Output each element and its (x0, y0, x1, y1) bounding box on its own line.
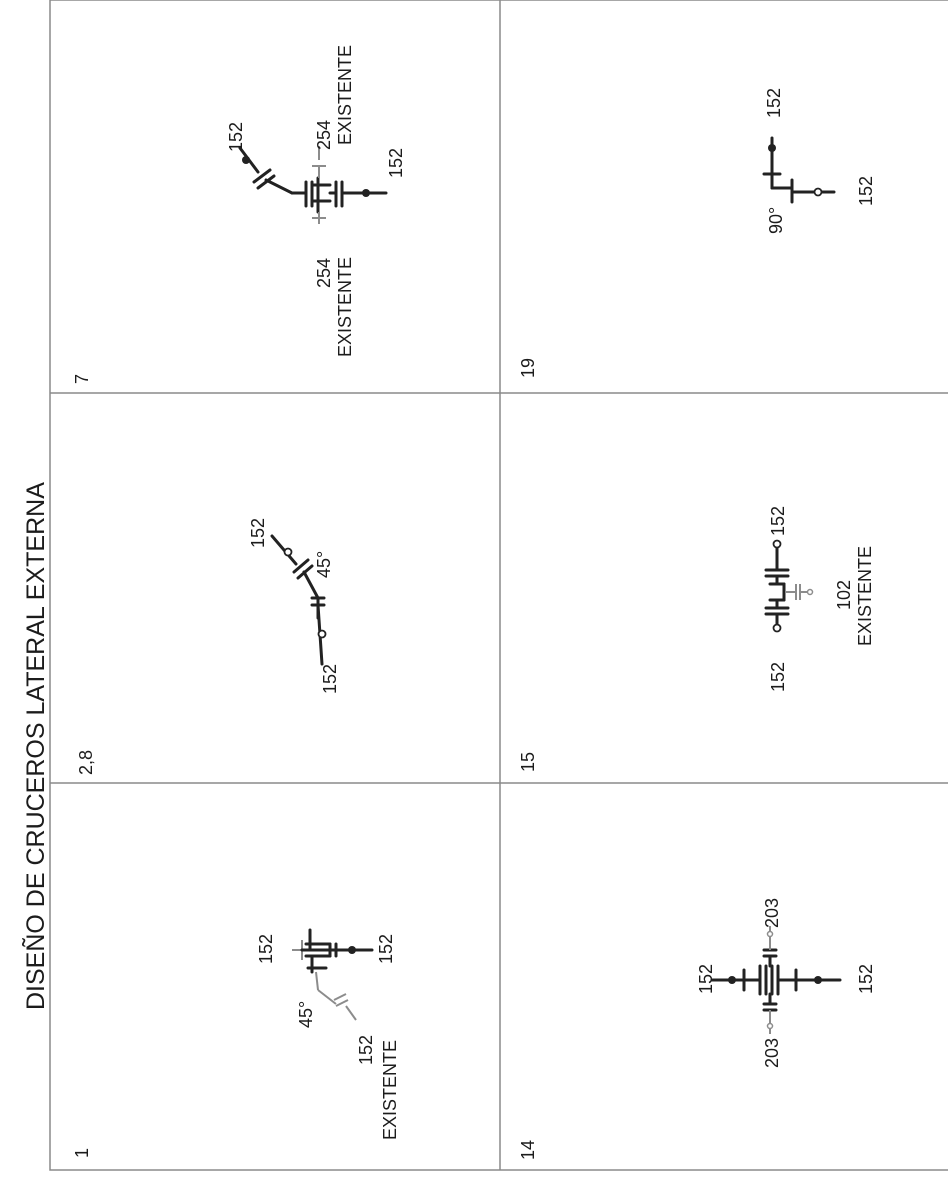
existente-label: EXISTENTE (335, 257, 355, 357)
cell-14: 14 152 203 203 152 (518, 898, 876, 1160)
pipe-label: 152 (226, 122, 246, 152)
angle-label: 90° (766, 207, 786, 234)
cell-1: 1 152 152 45° 152 EXISTENTE (72, 928, 400, 1158)
pipe-label: 152 (696, 964, 716, 994)
pipe-label: 152 (356, 1035, 376, 1065)
pipe-label: 152 (386, 148, 406, 178)
pipe-label: 152 (256, 934, 276, 964)
cell-number: 15 (518, 752, 538, 772)
pipe-label: 152 (856, 964, 876, 994)
pipe-label: 254 (314, 258, 334, 288)
crucero-diagram-15 (764, 539, 814, 633)
pipe-label: 254 (314, 120, 334, 150)
cell-2-8: 2,8 152 45° 152 (76, 518, 340, 775)
cell-number: 14 (518, 1140, 538, 1160)
angle-label: 45° (296, 1001, 316, 1028)
crucero-diagram-14 (710, 926, 842, 1034)
cell-19: 19 152 90° 152 (518, 88, 876, 378)
existente-label: EXISTENTE (380, 1040, 400, 1140)
pipe-label: 152 (248, 518, 268, 548)
existente-label: EXISTENTE (855, 546, 875, 646)
grid-frame (49, 0, 948, 1171)
pipe-label: 152 (320, 664, 340, 694)
pipe-label: 102 (834, 580, 854, 610)
crucero-diagram-2-8 (270, 534, 327, 666)
angle-label: 45° (314, 551, 334, 578)
page-title: DISEÑO DE CRUCEROS LATERAL EXTERNA (21, 482, 50, 1010)
cell-number: 1 (72, 1148, 92, 1158)
pipe-label: 152 (768, 662, 788, 692)
crucero-diagram-19 (762, 136, 836, 204)
cell-number: 19 (518, 358, 538, 378)
cell-number: 7 (72, 374, 92, 384)
crucero-diagram-1 (292, 928, 374, 1021)
pipe-label: 152 (764, 88, 784, 118)
pipe-label: 203 (762, 898, 782, 928)
pipe-label: 203 (762, 1038, 782, 1068)
pipe-label: 152 (768, 506, 788, 536)
cell-number: 2,8 (76, 750, 96, 775)
pipe-label: 152 (856, 176, 876, 206)
cell-15: 15 152 102 EXISTENTE 152 (518, 506, 875, 772)
existente-label: EXISTENTE (335, 45, 355, 145)
crucero-diagram-7 (238, 146, 388, 224)
pipe-label: 152 (376, 934, 396, 964)
cell-7: 7 152 254 EXISTENTE 152 (72, 45, 406, 384)
